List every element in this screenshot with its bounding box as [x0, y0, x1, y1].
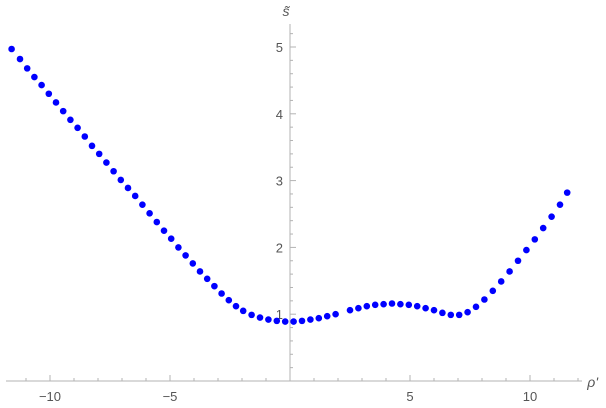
data-point: [225, 296, 233, 304]
y-axis-label: s̃: [283, 3, 291, 19]
data-point: [307, 316, 314, 323]
data-point: [8, 45, 15, 53]
y-tick-label: 3: [276, 174, 283, 189]
data-point: [430, 306, 438, 314]
data-point: [117, 176, 125, 184]
data-point: [81, 133, 89, 140]
data-point: [110, 167, 117, 175]
data-point: [131, 192, 139, 200]
data-point: [514, 257, 522, 265]
data-point: [38, 81, 45, 89]
data-point: [523, 246, 530, 254]
data-point: [413, 302, 421, 310]
data-point: [265, 316, 272, 323]
data-point: [455, 311, 463, 319]
data-point: [371, 301, 379, 309]
data-point: [273, 317, 281, 325]
data-point: [464, 308, 471, 316]
data-point: [332, 310, 339, 318]
y-ticks: 1 2 3 4 5: [276, 33, 296, 369]
data-point: [175, 244, 182, 251]
data-point: [472, 303, 480, 311]
data-point: [563, 189, 571, 196]
data-point: [290, 318, 297, 325]
data-point: [439, 309, 446, 317]
x-tick-label: −5: [163, 389, 178, 404]
data-point: [363, 302, 371, 310]
data-point: [239, 307, 247, 315]
x-axis-label: ρ': [586, 374, 599, 390]
data-point: [548, 213, 555, 220]
data-point: [45, 90, 53, 98]
y-tick-label: 1: [276, 307, 283, 322]
data-point: [281, 318, 289, 325]
x-tick-label: 5: [406, 389, 413, 404]
data-point: [189, 260, 197, 267]
data-point: [422, 304, 429, 312]
data-point: [124, 184, 132, 192]
data-point: [346, 306, 354, 314]
data-point: [160, 227, 168, 234]
data-point: [497, 278, 505, 285]
data-point: [52, 99, 60, 106]
data-point: [232, 302, 240, 310]
x-tick-label: −10: [39, 389, 61, 404]
data-point: [95, 150, 103, 158]
data-point: [298, 317, 306, 325]
data-point: [16, 55, 24, 63]
data-point: [211, 282, 218, 290]
data-point: [23, 65, 31, 72]
data-point: [196, 268, 204, 275]
y-tick-label: 4: [276, 107, 283, 122]
data-point: [405, 301, 413, 309]
data-point: [146, 210, 153, 217]
data-point: [248, 311, 255, 319]
data-point: [31, 73, 38, 81]
data-point: [182, 252, 189, 259]
data-point: [323, 312, 331, 320]
data-point: [74, 124, 81, 132]
data-points: [8, 45, 571, 325]
data-point: [203, 275, 211, 283]
data-point: [380, 300, 387, 308]
data-point: [397, 300, 404, 308]
data-point: [355, 304, 362, 312]
data-point: [489, 287, 497, 295]
data-point: [67, 116, 74, 124]
data-point: [167, 235, 175, 243]
axes: [6, 24, 582, 382]
data-point: [481, 296, 488, 303]
data-point: [153, 218, 161, 226]
data-point: [539, 224, 547, 232]
data-point: [556, 201, 564, 208]
data-point: [139, 201, 146, 208]
data-point: [59, 107, 67, 115]
data-point: [256, 314, 264, 321]
data-point: [531, 236, 539, 243]
y-tick-label: 5: [276, 40, 283, 55]
data-point: [88, 142, 96, 150]
x-ticks: −10 −5 5 10: [25, 375, 579, 404]
data-point: [506, 268, 513, 275]
data-point: [103, 159, 110, 166]
data-point: [315, 314, 323, 322]
x-tick-label: 10: [523, 389, 537, 404]
y-tick-label: 2: [276, 240, 283, 255]
data-point: [447, 311, 455, 319]
data-point: [218, 290, 225, 297]
data-point: [388, 300, 396, 307]
